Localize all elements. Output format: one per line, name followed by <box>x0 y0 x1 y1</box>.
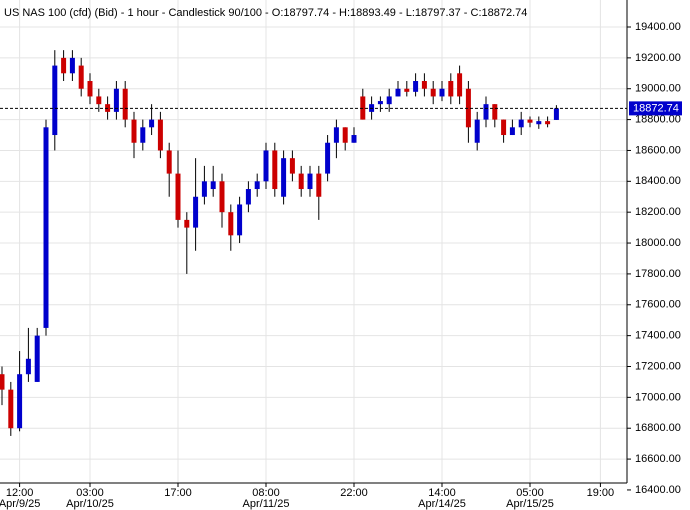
candle-body <box>413 81 419 92</box>
candle-body <box>483 104 489 120</box>
y-tick-label: 19400.00 <box>635 21 681 33</box>
candle-body <box>307 173 313 190</box>
candle-body <box>0 374 5 390</box>
candle-body <box>201 181 207 197</box>
candle-body <box>87 81 93 97</box>
candle-body <box>175 173 181 220</box>
candle-body <box>316 173 322 197</box>
candle-body <box>157 119 163 151</box>
y-tick-label: 17600.00 <box>635 299 681 311</box>
candle-body <box>228 212 234 236</box>
candle-body <box>377 101 383 105</box>
last-price-label: 18872.74 <box>633 102 679 114</box>
candle-body <box>25 358 31 375</box>
x-date-label: Apr/9/25 <box>0 498 40 510</box>
candle-body <box>474 119 480 143</box>
candle-body <box>298 173 304 190</box>
x-date-label: Apr/11/25 <box>243 498 290 510</box>
y-tick-label: 16800.00 <box>635 422 681 434</box>
x-tick-label: 12:00 <box>6 487 34 499</box>
candle-body <box>351 135 357 143</box>
x-tick-label: 19:00 <box>587 487 615 499</box>
y-tick-label: 17400.00 <box>635 330 681 342</box>
candle-body <box>254 181 260 190</box>
candle-body <box>184 219 190 228</box>
candle-body <box>245 189 251 205</box>
candle-body <box>96 96 102 105</box>
candle-body <box>237 204 243 236</box>
x-tick-label: 08:00 <box>252 487 280 499</box>
candle-body <box>210 181 216 190</box>
candle-body <box>281 158 287 197</box>
candle-body <box>219 181 225 213</box>
candle-body <box>193 196 199 228</box>
candle-body <box>149 119 155 128</box>
candle-body <box>122 88 128 120</box>
candle-body <box>492 104 498 120</box>
candle-body <box>545 121 551 125</box>
candle-body <box>61 57 67 74</box>
candle-body <box>421 81 427 89</box>
candle-body <box>113 88 119 112</box>
y-tick-label: 18600.00 <box>635 144 681 156</box>
grid <box>0 0 627 483</box>
candle-body <box>166 150 172 174</box>
y-tick-label: 19200.00 <box>635 52 681 64</box>
candle-body <box>457 73 463 97</box>
y-tick-label: 17200.00 <box>635 360 681 372</box>
candle-body <box>131 119 137 143</box>
candle-body <box>78 65 84 89</box>
candle-body <box>69 57 75 74</box>
x-tick-label: 14:00 <box>428 487 456 499</box>
y-tick-label: 18800.00 <box>635 113 681 125</box>
y-tick-label: 16400.00 <box>635 484 681 496</box>
candle-body <box>34 335 40 382</box>
x-tick-label: 22:00 <box>340 487 368 499</box>
x-date-label: Apr/15/25 <box>506 498 554 510</box>
candle-body <box>501 119 507 136</box>
candle-body <box>272 150 278 190</box>
candle-body <box>395 88 401 97</box>
candle-body <box>289 158 295 174</box>
marks <box>0 50 627 436</box>
y-tick-label: 18400.00 <box>635 175 681 187</box>
candle-body <box>404 88 410 92</box>
x-tick-label: 17:00 <box>164 487 192 499</box>
candle-body <box>342 127 348 143</box>
candle-body <box>43 127 49 328</box>
candle-body <box>140 127 146 143</box>
candle-body <box>52 65 58 136</box>
x-tick-label: 05:00 <box>516 487 544 499</box>
y-tick-label: 18200.00 <box>635 206 681 218</box>
candle-body <box>439 88 445 97</box>
candle-body <box>17 374 23 429</box>
candle-body <box>386 96 392 105</box>
candle-body <box>430 88 436 97</box>
candle-body <box>536 121 542 125</box>
chart-title: US NAS 100 (cfd) (Bid) - 1 hour - Candle… <box>4 7 527 19</box>
candle-body <box>509 127 515 136</box>
x-date-label: Apr/10/25 <box>66 498 114 510</box>
candle-body <box>527 119 533 123</box>
candle-body <box>8 389 14 429</box>
y-tick-label: 17800.00 <box>635 268 681 280</box>
candle-body <box>325 142 331 174</box>
candle-body <box>448 81 454 97</box>
candle-body <box>518 119 524 128</box>
y-tick-label: 16600.00 <box>635 453 681 465</box>
candle-body <box>333 127 339 143</box>
candle-body <box>263 150 269 182</box>
candle-body <box>465 88 471 128</box>
y-tick-label: 19000.00 <box>635 83 681 95</box>
last-price-box <box>629 101 682 116</box>
x-tick-label: 03:00 <box>76 487 104 499</box>
labels: 16400.00 16600.00 16800.00 17000.00 17200.00… <box>0 21 682 510</box>
y-tick-label: 17000.00 <box>635 391 681 403</box>
y-tick-label: 18000.00 <box>635 237 681 249</box>
x-date-label: Apr/14/25 <box>418 498 466 510</box>
candle-body <box>553 108 559 120</box>
